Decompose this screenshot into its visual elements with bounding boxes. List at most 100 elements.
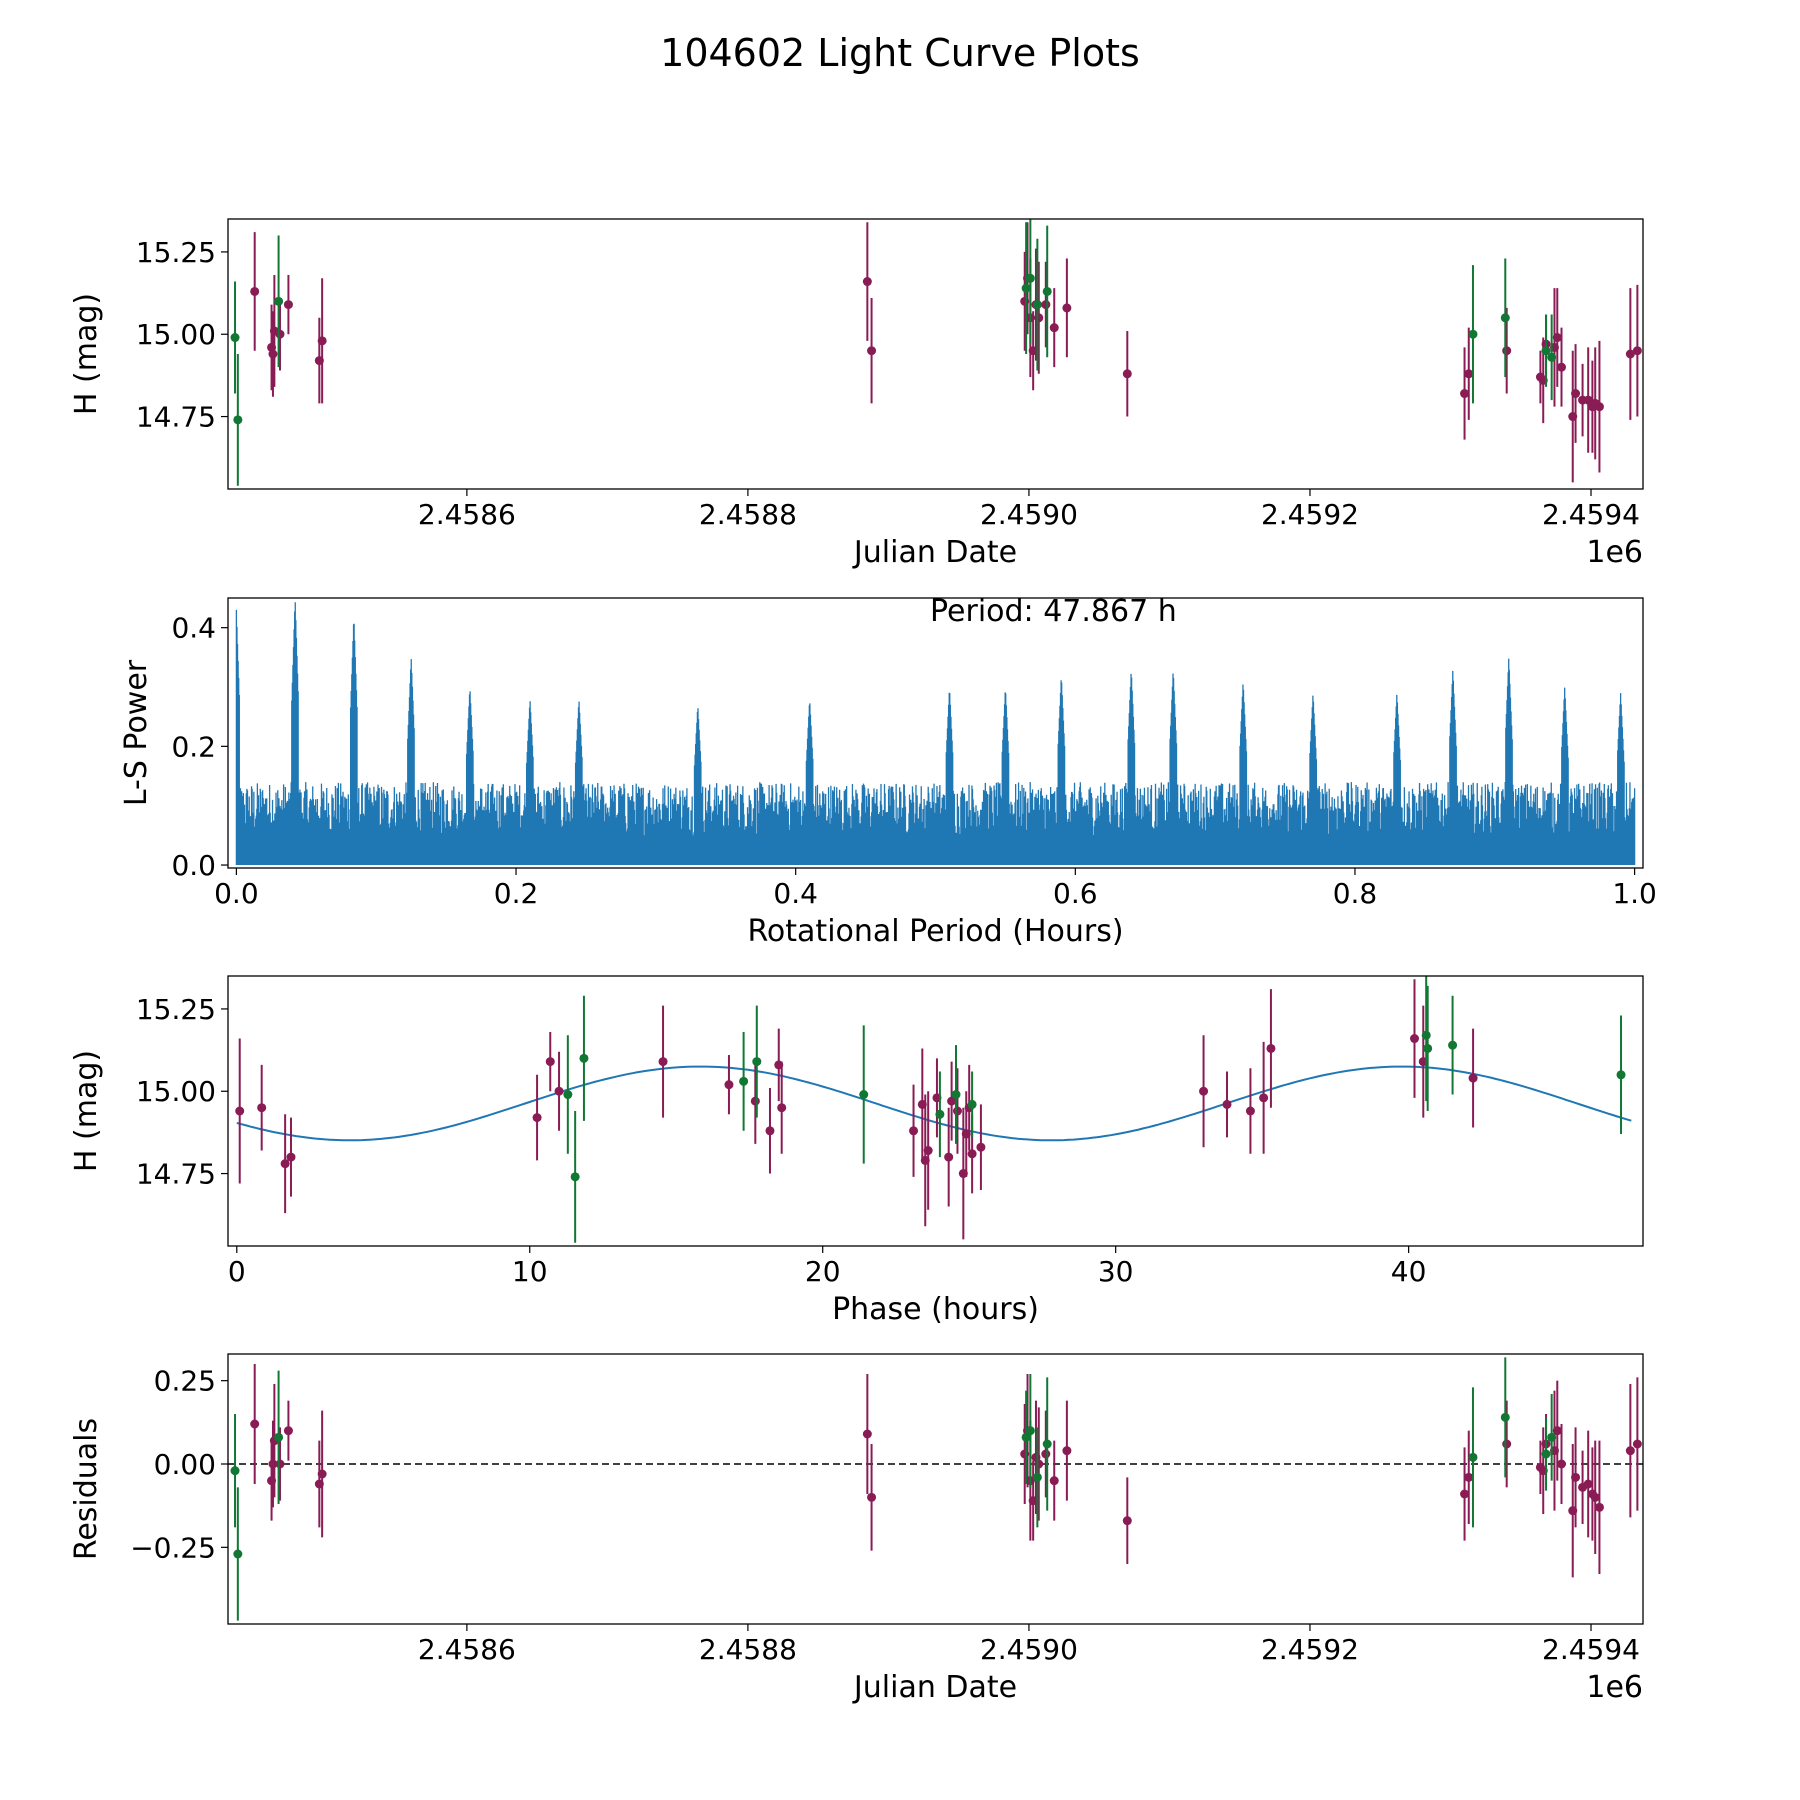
data-point [1448,1040,1458,1050]
figure-title: 104602 Light Curve Plots [660,31,1140,75]
x-tick-label: 2.4586 [418,498,516,531]
data-point [1259,1093,1269,1103]
phased-light-curve-panel: 0 10 20 30 40 14.75 15.00 15.25 Phase (hours) H (… [69,975,1644,1327]
data-point [750,1096,760,1106]
data-point [947,1096,957,1106]
data-point [1464,1472,1474,1482]
data-point [230,1466,240,1476]
data-point [1547,352,1557,362]
data-point [233,415,243,425]
data-point [976,1142,986,1152]
data-point [1590,1492,1600,1502]
data-point [752,1057,762,1067]
axes-frame [227,975,1644,1247]
y-tick-label: 15.25 [136,993,216,1026]
data-point [1266,1043,1276,1053]
data-point [554,1086,564,1096]
data-point [274,1432,284,1442]
data-point [1032,1472,1042,1482]
period-annotation: Period: 47.867 h [930,594,1177,629]
data-point [1571,389,1581,399]
x-tick-label: 30 [1098,1255,1134,1288]
data-point [1468,329,1478,339]
data-point [1042,1439,1052,1449]
data-point [1557,1459,1567,1469]
data-point [859,1090,869,1100]
data-point [967,1099,977,1109]
data-point [1502,1439,1512,1449]
data-point [1468,1452,1478,1462]
axes-frame [227,597,1644,869]
data-point [250,286,260,296]
data-point [1616,1070,1626,1080]
data-point [1583,395,1593,405]
x-tick-label: 0.2 [494,877,539,910]
green-series [230,1357,1557,1621]
x-tick-label: 2.4594 [1542,1633,1640,1666]
x-tick-label: 2.4586 [418,1633,516,1666]
x-tick-label: 0.4 [773,877,818,910]
data-point [862,1429,872,1439]
periodogram-panel: 0.0 0.2 0.4 0.6 0.8 1.0 0.0 0.2 0.4 Rotational Pe… [119,594,1657,949]
axes-frame [227,1353,1644,1625]
data-point [1025,1426,1035,1436]
axes-frame [227,218,1644,490]
y-tick-label: 15.00 [136,1075,216,1108]
y-axis-label: H (mag) [69,1050,104,1172]
data-point [867,1492,877,1502]
x-axis-label: Phase (hours) [832,1292,1039,1327]
x-axis-label: Julian Date [852,535,1017,570]
data-point [1041,300,1051,310]
y-tick-label: 0.0 [171,849,216,882]
data-point [1421,1030,1431,1040]
x-offset-label: 1e6 [1586,1670,1643,1705]
x-tick-label: 10 [512,1255,548,1288]
data-point [1423,1043,1433,1053]
data-point [777,1103,787,1113]
raw-plot-area [230,219,1642,486]
data-point [1460,1489,1470,1499]
data-point [1541,1449,1551,1459]
data-point [944,1152,954,1162]
data-point [1552,1426,1562,1436]
data-point [1594,1502,1604,1512]
data-point [1409,1034,1419,1044]
x-tick-label: 40 [1391,1255,1427,1288]
data-point [1571,1472,1581,1482]
x-offset-label: 1e6 [1586,535,1643,570]
data-point [951,1090,961,1100]
data-point [1552,333,1562,343]
purple-series [250,222,1642,483]
data-point [1625,349,1635,359]
data-point [724,1080,734,1090]
data-point [1500,313,1510,323]
data-point [1625,1446,1635,1456]
y-tick-label: 0.4 [171,612,216,645]
residuals-panel: 2.4586 2.4588 2.4590 2.4592 2.4594 −0.25 0.00 0… [69,1353,1644,1705]
data-point [1464,369,1474,379]
data-point [268,349,278,359]
data-point [570,1172,580,1182]
data-point [283,300,293,310]
data-point [286,1152,296,1162]
data-point [1041,1449,1051,1459]
data-point [563,1090,573,1100]
y-tick-label: 0.2 [171,730,216,763]
data-point [1245,1106,1255,1116]
data-point [1042,286,1052,296]
x-tick-label: 0 [228,1255,246,1288]
data-point [1062,303,1072,313]
data-point [1034,313,1044,323]
data-point [1502,346,1512,356]
data-point [280,1159,290,1169]
y-axis-label: L-S Power [119,659,154,806]
periodogram-plot-area [235,602,1636,865]
x-tick-label: 0.6 [1053,877,1098,910]
data-point [1594,402,1604,412]
data-point [235,1106,245,1116]
data-point [274,296,284,306]
x-tick-label: 0.8 [1333,877,1378,910]
data-point [1034,1459,1044,1469]
green-series [563,976,1626,1243]
